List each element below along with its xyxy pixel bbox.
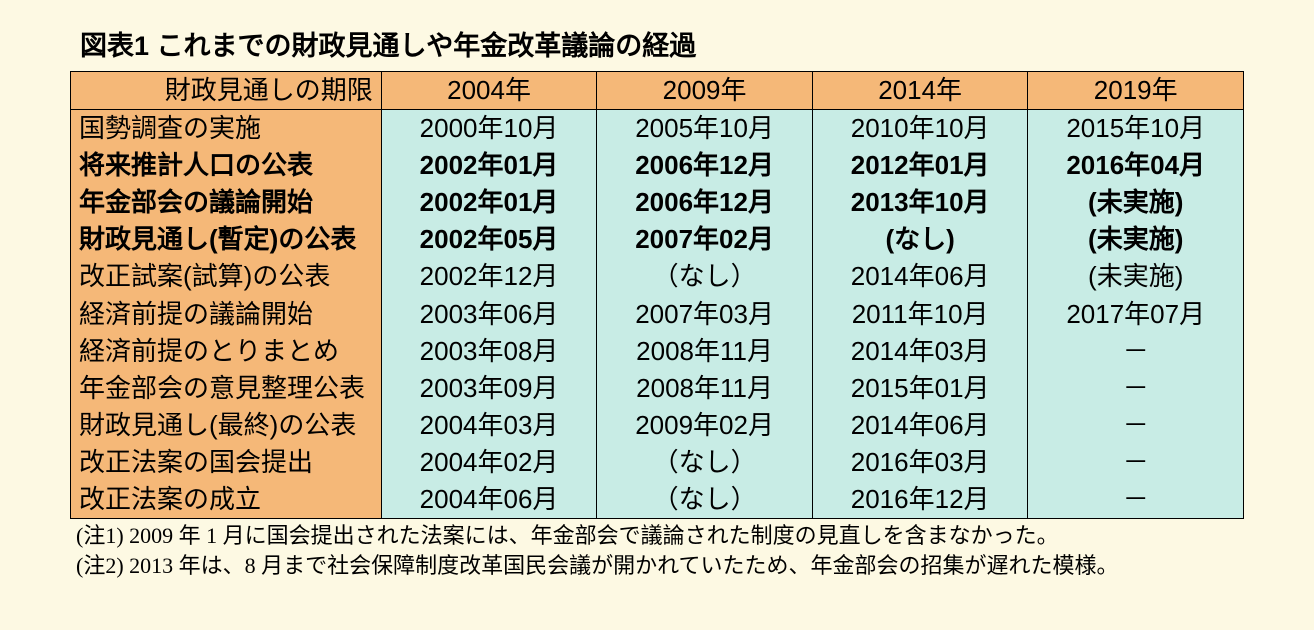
cell: 2003年09月 — [381, 370, 597, 407]
table-row: 経済前提の議論開始2003年06月2007年03月2011年10月2017年07… — [71, 296, 1244, 333]
cell: 2002年01月 — [381, 147, 597, 184]
table-row: 改正法案の成立2004年06月（なし）2016年12月－ — [71, 481, 1244, 519]
table-row: 財政見通し(暫定)の公表2002年05月2007年02月(なし)(未実施) — [71, 221, 1244, 258]
cell: 2013年10月 — [812, 184, 1028, 221]
row-label: 改正法案の国会提出 — [71, 444, 382, 481]
cell: 2008年11月 — [597, 370, 813, 407]
header-rowhead: 財政見通しの期限 — [71, 72, 382, 110]
cell: 2014年06月 — [812, 407, 1028, 444]
cell: （なし） — [597, 444, 813, 481]
cell: (なし) — [812, 221, 1028, 258]
table-row: 改正試案(試算)の公表2002年12月（なし）2014年06月(未実施) — [71, 258, 1244, 295]
row-label: 年金部会の意見整理公表 — [71, 370, 382, 407]
cell: 2002年01月 — [381, 184, 597, 221]
header-year-0: 2004年 — [381, 72, 597, 110]
cell: 2006年12月 — [597, 184, 813, 221]
row-label: 経済前提のとりまとめ — [71, 333, 382, 370]
cell: 2016年04月 — [1028, 147, 1244, 184]
cell: 2010年10月 — [812, 110, 1028, 148]
cell: 2004年02月 — [381, 444, 597, 481]
cell: 2004年03月 — [381, 407, 597, 444]
cell: 2014年06月 — [812, 258, 1028, 295]
cell: － — [1028, 407, 1244, 444]
cell: 2003年06月 — [381, 296, 597, 333]
row-label: 改正法案の成立 — [71, 481, 382, 519]
cell: 2005年10月 — [597, 110, 813, 148]
cell: 2011年10月 — [812, 296, 1028, 333]
table-row: 国勢調査の実施2000年10月2005年10月2010年10月2015年10月 — [71, 110, 1244, 148]
header-year-1: 2009年 — [597, 72, 813, 110]
cell: 2002年05月 — [381, 221, 597, 258]
cell: 2015年01月 — [812, 370, 1028, 407]
note-2: (注2) 2013 年は、8 月まで社会保障制度改革国民会議が開かれていたため、… — [76, 551, 1244, 581]
header-year-2: 2014年 — [812, 72, 1028, 110]
row-label: 将来推計人口の公表 — [71, 147, 382, 184]
table-row: 年金部会の意見整理公表2003年09月2008年11月2015年01月－ — [71, 370, 1244, 407]
row-label: 財政見通し(暫定)の公表 — [71, 221, 382, 258]
note-1: (注1) 2009 年 1 月に国会提出された法案には、年金部会で議論された制度… — [76, 521, 1244, 551]
cell: 2007年02月 — [597, 221, 813, 258]
header-year-3: 2019年 — [1028, 72, 1244, 110]
cell: 2014年03月 — [812, 333, 1028, 370]
header-row: 財政見通しの期限 2004年 2009年 2014年 2019年 — [71, 72, 1244, 110]
cell: （なし） — [597, 481, 813, 519]
cell: (未実施) — [1028, 258, 1244, 295]
cell: 2002年12月 — [381, 258, 597, 295]
cell: － — [1028, 333, 1244, 370]
cell: － — [1028, 444, 1244, 481]
table-row: 改正法案の国会提出2004年02月（なし）2016年03月－ — [71, 444, 1244, 481]
cell: 2007年03月 — [597, 296, 813, 333]
figure-title: 図表1 これまでの財政見通しや年金改革議論の経過 — [80, 24, 1244, 63]
cell: 2016年03月 — [812, 444, 1028, 481]
cell: 2016年12月 — [812, 481, 1028, 519]
cell: 2003年08月 — [381, 333, 597, 370]
table-row: 年金部会の議論開始2002年01月2006年12月2013年10月(未実施) — [71, 184, 1244, 221]
row-label: 国勢調査の実施 — [71, 110, 382, 148]
cell: 2004年06月 — [381, 481, 597, 519]
table-body: 国勢調査の実施2000年10月2005年10月2010年10月2015年10月将… — [71, 110, 1244, 519]
cell: 2015年10月 — [1028, 110, 1244, 148]
row-label: 改正試案(試算)の公表 — [71, 258, 382, 295]
cell: (未実施) — [1028, 221, 1244, 258]
table-row: 経済前提のとりまとめ2003年08月2008年11月2014年03月－ — [71, 333, 1244, 370]
data-table: 財政見通しの期限 2004年 2009年 2014年 2019年 国勢調査の実施… — [70, 71, 1244, 519]
cell: － — [1028, 370, 1244, 407]
cell: （なし） — [597, 258, 813, 295]
table-row: 財政見通し(最終)の公表2004年03月2009年02月2014年06月－ — [71, 407, 1244, 444]
cell: 2012年01月 — [812, 147, 1028, 184]
cell: 2009年02月 — [597, 407, 813, 444]
cell: (未実施) — [1028, 184, 1244, 221]
notes: (注1) 2009 年 1 月に国会提出された法案には、年金部会で議論された制度… — [70, 521, 1244, 580]
table-row: 将来推計人口の公表2002年01月2006年12月2012年01月2016年04… — [71, 147, 1244, 184]
cell: 2006年12月 — [597, 147, 813, 184]
row-label: 財政見通し(最終)の公表 — [71, 407, 382, 444]
figure-container: 図表1 これまでの財政見通しや年金改革議論の経過 財政見通しの期限 2004年 … — [0, 0, 1314, 630]
row-label: 経済前提の議論開始 — [71, 296, 382, 333]
cell: － — [1028, 481, 1244, 519]
cell: 2000年10月 — [381, 110, 597, 148]
cell: 2008年11月 — [597, 333, 813, 370]
cell: 2017年07月 — [1028, 296, 1244, 333]
row-label: 年金部会の議論開始 — [71, 184, 382, 221]
